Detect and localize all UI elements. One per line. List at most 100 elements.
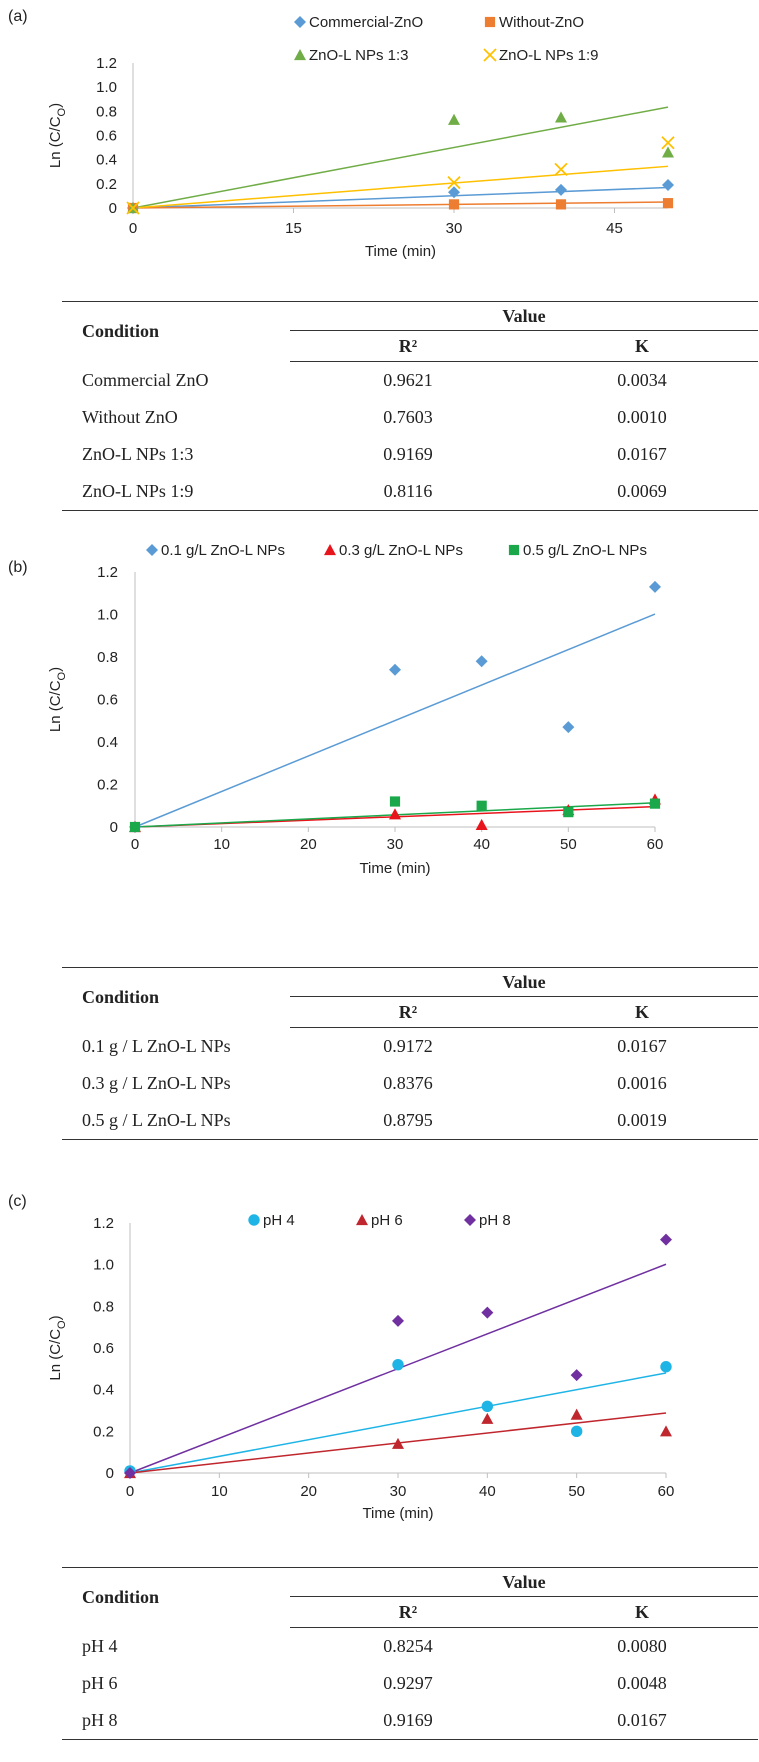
data-point [447,175,461,190]
y-tick-label: 0.4 [97,734,118,751]
r2-cell: 0.9169 [383,444,433,464]
k-cell: 0.0034 [617,370,667,390]
data-point [389,808,401,820]
data-point [124,1467,136,1479]
y-axis-label: Ln (C/CO) [47,667,68,732]
data-point [660,1233,672,1246]
data-point [475,655,488,668]
data-point [475,818,488,830]
y-tick-label: 0.8 [93,1298,114,1315]
legend-label: Without-ZnO [499,14,584,31]
table-row: 0.5 g / L ZnO-L NPs 0.8795 0.0019 [62,1102,758,1140]
chart-c: 0 0.2 0.4 0.6 0.8 1.0 1.2 0 10 20 30 40 50 60 Time (mi… [47,1212,674,1522]
r2-header: R² [290,996,526,1028]
k-cell: 0.0167 [617,1036,667,1056]
legend-marker [483,48,497,62]
data-point [562,721,575,734]
k-header: K [526,1596,758,1628]
panel-label-b: (b) [8,559,28,576]
value-header: Value [290,301,758,331]
results-table: Condition Value R² K Commercial ZnO 0.9621 0.0… [62,301,758,511]
condition-cell: pH 8 [62,1702,290,1740]
panel-label-a: (a) [8,8,28,25]
legend-marker [324,544,336,556]
legend-marker [294,49,306,61]
data-point [570,1425,583,1438]
x-tick-label: 30 [390,1483,407,1500]
data-point [555,111,567,123]
table-row: 0.1 g / L ZnO-L NPs 0.9172 0.0167 [62,1028,758,1066]
legend-label: 0.5 g/L ZnO-L NPs [523,542,647,559]
r2-cell: 0.9169 [290,1702,526,1740]
x-axis-label: Time (min) [365,243,436,260]
trendline [132,186,669,209]
data-point [448,113,460,125]
x-tick-label: 20 [300,1483,317,1500]
condition-cell: Without ZnO [82,407,178,427]
data-point [661,136,675,150]
chart-a: 0 0.2 0.4 0.6 0.8 1.0 1.2 0 15 30 45 Time (min) Ln (… [47,14,675,260]
y-axis-label: Ln (C/CO) [47,103,68,168]
trendline [129,1372,667,1474]
data-point [555,183,567,196]
y-tick-label: 0.4 [93,1382,114,1399]
data-point [554,162,568,176]
data-point [662,179,674,192]
condition-header: Condition [82,987,160,1008]
r2-cell: 0.8795 [290,1102,526,1140]
legend-label: 0.3 g/L ZnO-L NPs [339,542,463,559]
legend-marker [356,1214,368,1226]
data-point [660,1425,672,1437]
y-tick-label: 0 [106,1465,114,1482]
y-tick-label: 0.8 [97,649,118,666]
r2-cell: 0.7603 [383,407,433,427]
data-point [649,798,661,809]
table-a: Condition Value R² K Commercial ZnO 0.9621 0.0… [62,301,758,511]
data-point [555,199,567,210]
data-point [481,1400,494,1413]
r2-cell: 0.9297 [383,1673,433,1693]
y-tick-label: 0.6 [96,128,117,145]
k-cell: 0.0010 [617,407,667,427]
condition-header: Condition [82,1587,160,1608]
x-tick-label: 20 [300,836,317,853]
trendline [132,106,669,209]
k-cell: 0.0016 [617,1073,667,1093]
x-tick-label: 50 [568,1483,585,1500]
x-tick-label: 50 [560,836,577,853]
data-point [448,199,460,210]
x-tick-label: 0 [131,836,139,853]
condition-cell: pH 4 [82,1635,118,1656]
data-point [570,1408,583,1420]
data-point [126,201,140,215]
trendline [134,613,656,828]
k-header: K [526,330,758,362]
y-tick-label: 1.2 [96,55,117,72]
y-tick-label: 0 [110,819,118,836]
legend-marker [508,544,520,556]
legend-label: ZnO-L NPs 1:9 [499,47,598,64]
y-tick-label: 0 [109,200,117,217]
y-tick-label: 1.0 [93,1257,114,1274]
data-point [481,1412,494,1424]
data-point [481,1306,494,1319]
condition-cell: 0.5 g / L ZnO-L NPs [62,1102,290,1140]
y-tick-label: 0.4 [96,152,117,169]
x-axis-label: Time (min) [362,1505,433,1522]
k-cell: 0.0167 [617,444,667,464]
table-b: Condition Value R² K 0.1 g / L ZnO-L NPs 0.91… [62,967,758,1140]
x-tick-label: 60 [647,836,664,853]
table-row: pH 6 0.9297 0.0048 [62,1665,758,1702]
r2-cell: 0.8376 [383,1073,433,1093]
value-header: Value [290,967,758,997]
legend-marker [484,16,496,28]
table-row: Commercial ZnO 0.9621 0.0034 [62,362,758,400]
x-tick-label: 10 [211,1483,228,1500]
data-point [389,663,401,676]
y-tick-label: 0.6 [93,1340,114,1357]
table-row: 0.3 g / L ZnO-L NPs 0.8376 0.0016 [62,1065,758,1102]
legend-label: Commercial-ZnO [309,14,423,31]
y-tick-label: 1.0 [97,607,118,624]
k-cell: 0.0019 [526,1102,758,1140]
